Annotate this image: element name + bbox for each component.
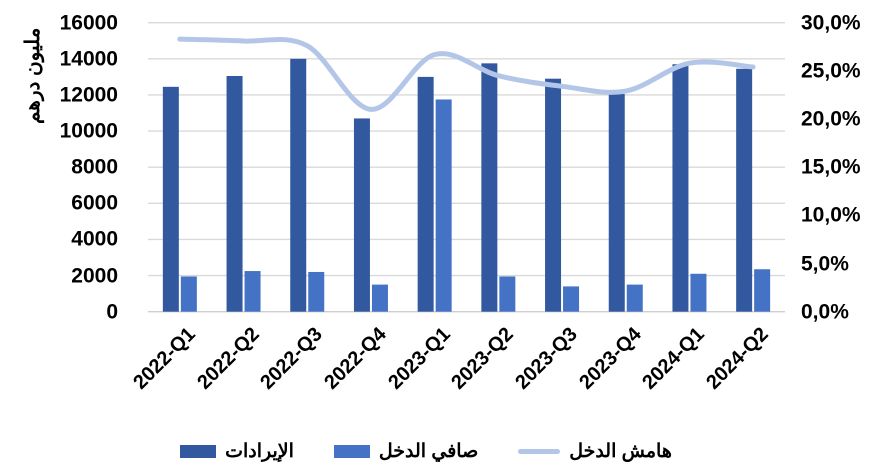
secondary-y-axis-tick-label: 20,0% [801, 107, 861, 131]
bar-revenues-2023-Q4 [608, 94, 625, 312]
bar-net-income-2023-Q4 [626, 284, 643, 312]
bar-net-income-2024-Q1 [690, 273, 707, 312]
y-axis-tick-label: 16000 [59, 11, 118, 35]
bar-net-income-2023-Q3 [563, 286, 580, 312]
legend-marker-revenues-icon [180, 445, 217, 458]
legend-item-income-margin: هامش الدخل [518, 440, 672, 463]
bar-revenues-2023-Q3 [545, 78, 562, 312]
y-axis-title: مليون درهم [22, 27, 44, 124]
line-income-margin [177, 36, 756, 112]
secondary-y-axis-tick-label: 5,0% [801, 252, 849, 276]
bar-revenues-2022-Q2 [226, 75, 243, 312]
bar-net-income-2023-Q1 [435, 99, 452, 312]
y-axis-tick-label: 0 [106, 300, 118, 324]
legend: الإيرادات صافي الدخل هامش الدخل [0, 440, 852, 463]
y-axis-tick-label: 4000 [71, 227, 118, 251]
y-axis-tick-label: 8000 [71, 155, 118, 179]
legend-marker-net-income-icon [333, 445, 370, 458]
y-axis-tick-label: 6000 [71, 191, 118, 215]
secondary-y-axis-tick-label: 10,0% [801, 203, 861, 227]
bar-net-income-2022-Q3 [308, 271, 325, 312]
bar-net-income-2022-Q1 [180, 276, 197, 312]
bar-revenues-2024-Q1 [672, 64, 689, 312]
bar-revenues-2022-Q3 [290, 58, 307, 312]
secondary-y-axis-tick-label: 0,0% [801, 300, 849, 324]
legend-label-revenues: الإيرادات [225, 441, 294, 462]
bar-revenues-2024-Q2 [736, 68, 753, 312]
secondary-y-axis-tick-label: 30,0% [801, 11, 861, 35]
bar-net-income-2024-Q2 [754, 269, 771, 312]
bar-revenues-2022-Q1 [162, 86, 179, 312]
legend-label-income-margin: هامش الدخل [569, 441, 672, 462]
legend-label-net-income: صافي الدخل [378, 441, 479, 462]
bar-net-income-2022-Q4 [371, 284, 388, 312]
y-axis-tick-label: 2000 [71, 264, 118, 288]
y-axis-tick-label: 14000 [59, 47, 118, 71]
legend-item-revenues: الإيرادات [180, 440, 294, 463]
y-axis-tick-label: 12000 [59, 83, 118, 107]
legend-item-net-income: صافي الدخل [333, 440, 479, 463]
secondary-y-axis-tick-label: 15,0% [801, 155, 861, 179]
bar-revenues-2023-Q2 [481, 63, 498, 312]
secondary-y-axis-tick-label: 25,0% [801, 59, 861, 83]
bar-net-income-2022-Q2 [244, 271, 261, 312]
bar-revenues-2022-Q4 [353, 118, 370, 312]
bar-net-income-2023-Q2 [499, 276, 516, 312]
y-axis-tick-label: 10000 [59, 119, 118, 143]
bar-revenues-2023-Q1 [417, 76, 434, 312]
legend-marker-income-margin-icon [518, 449, 561, 454]
